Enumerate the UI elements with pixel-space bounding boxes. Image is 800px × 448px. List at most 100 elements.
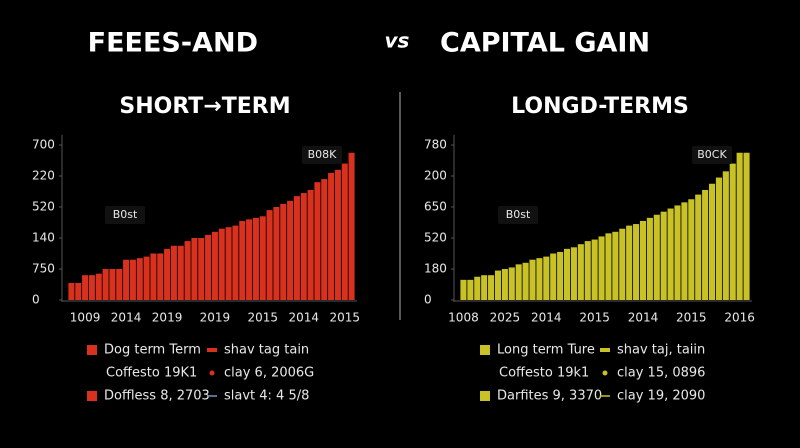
bar bbox=[150, 253, 157, 300]
legend-label: slavt 4: 4 5/8 bbox=[224, 389, 309, 404]
bar bbox=[82, 275, 89, 300]
bar bbox=[170, 245, 177, 300]
bar bbox=[287, 200, 294, 300]
bar bbox=[605, 233, 612, 300]
bar bbox=[293, 196, 300, 300]
bar bbox=[280, 203, 287, 300]
bar bbox=[116, 269, 123, 300]
bar bbox=[488, 275, 495, 300]
bar bbox=[639, 220, 647, 300]
x-tick-label: 2015 bbox=[579, 311, 610, 325]
bar bbox=[177, 245, 184, 300]
bar bbox=[246, 219, 253, 300]
subtitle: LONGD-TERMS bbox=[511, 94, 689, 119]
bar bbox=[273, 207, 280, 300]
bar bbox=[300, 193, 307, 300]
legend-swatch bbox=[602, 370, 608, 376]
bar bbox=[660, 211, 667, 300]
annotation-box bbox=[498, 206, 538, 224]
y-tick-label: 520 bbox=[424, 231, 447, 245]
annotation-box bbox=[105, 206, 145, 224]
bar bbox=[314, 182, 321, 300]
bar bbox=[102, 269, 109, 300]
subtitle: SHORT→TERM bbox=[119, 94, 290, 119]
x-tick-label: 2014 bbox=[111, 311, 142, 325]
bar bbox=[184, 241, 191, 300]
bar bbox=[653, 214, 660, 300]
x-tick-label: 2015 bbox=[247, 311, 278, 325]
bar bbox=[715, 177, 722, 300]
bar bbox=[129, 259, 136, 300]
bar bbox=[667, 208, 674, 300]
bar bbox=[729, 163, 736, 300]
bar bbox=[334, 169, 341, 300]
bar bbox=[612, 231, 619, 300]
bar bbox=[522, 262, 529, 300]
bar bbox=[321, 179, 328, 300]
bar bbox=[508, 267, 515, 300]
bar bbox=[481, 275, 488, 300]
bar bbox=[591, 239, 598, 300]
bar bbox=[68, 282, 75, 300]
y-tick-label: 220 bbox=[32, 169, 55, 183]
bar bbox=[225, 227, 232, 300]
x-tick-label: 2014 bbox=[531, 311, 562, 325]
y-tick-label: 700 bbox=[32, 138, 55, 152]
annotation-box bbox=[692, 146, 732, 164]
y-tick-label: 520 bbox=[32, 200, 55, 214]
bar bbox=[598, 236, 605, 300]
bar bbox=[708, 183, 716, 300]
bar bbox=[205, 234, 212, 300]
bar bbox=[536, 258, 543, 300]
y-tick-label: 140 bbox=[32, 231, 55, 245]
y-tick-label: 180 bbox=[424, 262, 447, 276]
bar bbox=[266, 210, 273, 300]
x-tick-label: 1009 bbox=[70, 311, 101, 325]
x-tick-label: 1008 bbox=[448, 311, 479, 325]
bar bbox=[543, 256, 550, 300]
y-tick-label: 650 bbox=[424, 200, 447, 214]
bar bbox=[529, 259, 536, 300]
bar bbox=[695, 194, 702, 300]
x-tick-label: 2014 bbox=[288, 311, 319, 325]
title-vs: vs bbox=[385, 29, 410, 53]
bar bbox=[328, 172, 335, 300]
x-tick-label: 2016 bbox=[724, 311, 755, 325]
bar bbox=[348, 152, 355, 300]
legend-label: clay 15, 0896 bbox=[617, 366, 705, 381]
bar bbox=[646, 217, 653, 300]
bar bbox=[239, 220, 246, 300]
legend-label: Doffless 8, 2703 bbox=[104, 389, 210, 404]
bar bbox=[474, 276, 481, 300]
legend-label: Dog term Term bbox=[104, 343, 201, 358]
legend-swatch bbox=[480, 345, 490, 355]
y-tick-label: 780 bbox=[424, 138, 447, 152]
legend-label: clay 6, 2006G bbox=[224, 366, 314, 381]
bar bbox=[460, 279, 467, 300]
legend-label: Long term Ture bbox=[497, 343, 595, 358]
annotation: B08K bbox=[308, 148, 338, 161]
bar bbox=[198, 238, 205, 300]
legend-label: shav tag tain bbox=[224, 343, 309, 358]
bar bbox=[626, 225, 633, 300]
bar bbox=[341, 163, 348, 300]
annotation-box bbox=[302, 146, 342, 164]
bar bbox=[702, 189, 709, 300]
bar bbox=[136, 258, 143, 300]
bar bbox=[736, 152, 743, 300]
annotation: B0st bbox=[113, 208, 138, 221]
bar bbox=[688, 199, 695, 300]
legend-label: clay 19, 2090 bbox=[617, 389, 705, 404]
bar bbox=[143, 256, 150, 300]
x-tick-label: 2015 bbox=[329, 311, 360, 325]
bar bbox=[633, 224, 640, 300]
x-tick-label: 2025 bbox=[490, 311, 521, 325]
bar bbox=[95, 273, 102, 300]
legend-label: Darfites 9, 3370 bbox=[497, 389, 602, 404]
x-tick-label: 2019 bbox=[200, 311, 231, 325]
bar bbox=[88, 275, 95, 300]
bar bbox=[501, 269, 508, 300]
bar bbox=[157, 253, 164, 300]
bar bbox=[259, 216, 266, 300]
